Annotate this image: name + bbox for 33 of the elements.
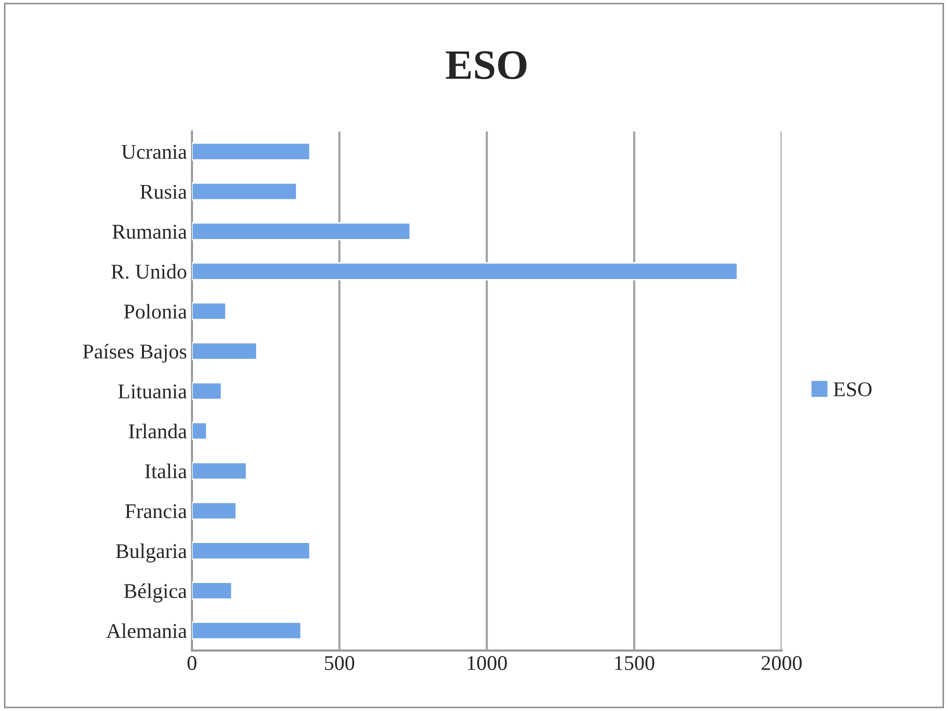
bar [192, 182, 298, 200]
y-tick-label: Lituania [118, 384, 187, 398]
bar [192, 542, 311, 560]
y-tick-label: Francia [125, 504, 187, 518]
bar [192, 302, 227, 320]
y-tick-label: Alemania [106, 623, 187, 638]
y-tick-label: Polonia [124, 304, 187, 319]
bar [192, 462, 248, 480]
x-tick-label: 1000 [468, 656, 507, 670]
bar [192, 582, 232, 600]
y-tick-label: Italia [145, 464, 187, 478]
bar [192, 222, 411, 240]
bar [192, 422, 208, 440]
y-tick-label: Irlanda [128, 424, 187, 438]
bar [192, 142, 311, 161]
bar [192, 262, 738, 280]
y-tick-label: Bélgica [124, 583, 187, 602]
legend-label: ESO [834, 382, 872, 396]
bar [192, 382, 222, 400]
x-tick-label: 1500 [615, 656, 654, 670]
y-tick-label: Rumania [112, 224, 187, 239]
chart-title: ESO [446, 51, 526, 80]
y-tick-label: Ucrania [122, 144, 187, 159]
y-tick-label: Países Bajos [82, 344, 186, 363]
y-tick-label: R. Unido [111, 264, 186, 279]
x-tick-label: 2000 [762, 656, 802, 670]
x-tick-label: 500 [324, 656, 354, 670]
bar [192, 342, 258, 360]
y-tick-label: Bulgaria [116, 544, 187, 562]
bar [192, 502, 237, 520]
bar [192, 622, 302, 640]
x-tick-label: 0 [188, 656, 196, 670]
y-tick-label: Rusia [140, 184, 187, 199]
